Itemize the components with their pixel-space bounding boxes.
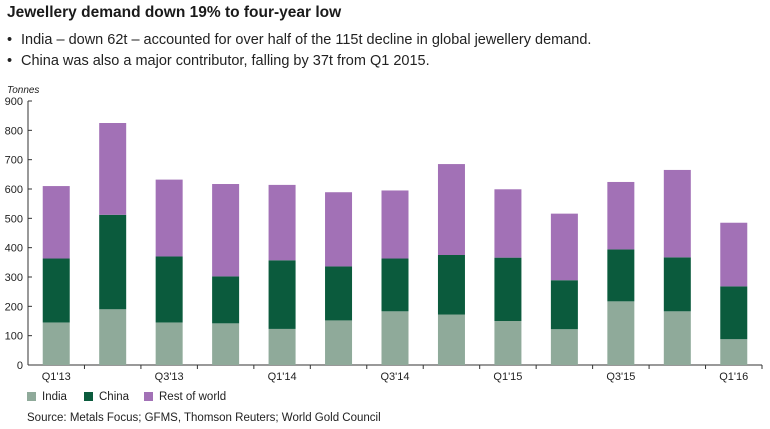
y-tick-label: 900 xyxy=(5,96,23,108)
bullet-marker: • xyxy=(7,53,13,69)
chart-title: Jewellery demand down 19% to four-year l… xyxy=(7,4,342,21)
y-tick-label: 500 xyxy=(5,213,23,225)
bar-segment-india xyxy=(212,323,240,365)
bar-segment-india xyxy=(663,311,691,365)
bar-segment-india xyxy=(437,314,465,365)
bar-segment-india xyxy=(494,321,522,365)
bullet-marker: • xyxy=(7,32,13,48)
legend-china: China xyxy=(84,391,129,403)
legend-label: India xyxy=(42,391,67,403)
bar-segment-india xyxy=(607,301,635,365)
legend-label: Rest of world xyxy=(159,391,227,403)
bullet-text: China was also a major contributor, fall… xyxy=(21,53,430,69)
bar-segment-china xyxy=(550,280,578,330)
bar-segment-india xyxy=(325,320,353,365)
bar-segment-india xyxy=(42,322,70,365)
bar-segment-rest-of-world xyxy=(381,190,409,259)
bar-segment-rest-of-world xyxy=(550,213,578,281)
bar-segment-china xyxy=(663,257,691,312)
bar-segment-china xyxy=(607,249,635,302)
legend-india: India xyxy=(27,391,67,403)
y-tick-label: 200 xyxy=(5,301,23,313)
bar-segment-china xyxy=(42,258,70,323)
bar-segment-rest-of-world xyxy=(42,186,70,259)
bar-segment-china xyxy=(155,256,183,323)
bar-segment-india xyxy=(720,339,748,365)
bar-segment-rest-of-world xyxy=(99,123,127,215)
x-tick-label: Q3'13 xyxy=(155,371,184,383)
bar-segment-rest-of-world xyxy=(325,192,353,267)
y-tick-label: 0 xyxy=(17,360,23,372)
bar-segment-india xyxy=(381,311,409,365)
bar-segment-rest-of-world xyxy=(663,169,691,258)
x-tick-label: Q1'16 xyxy=(719,371,748,383)
bar-segment-rest-of-world xyxy=(720,222,748,287)
bar-segment-china xyxy=(720,286,748,340)
bar-segment-india xyxy=(550,329,578,365)
bar-segment-china xyxy=(437,255,465,315)
bar-segment-china xyxy=(212,276,240,324)
x-tick-label: Q1'15 xyxy=(493,371,522,383)
bar-segment-china xyxy=(99,214,127,310)
legend-swatch-india xyxy=(27,392,36,401)
y-tick-label: 700 xyxy=(5,155,23,167)
bar-segment-rest-of-world xyxy=(155,179,183,257)
y-tick-label: 800 xyxy=(5,125,23,137)
bar-segment-india xyxy=(155,322,183,365)
y-tick-label: 400 xyxy=(5,243,23,255)
bar-segment-rest-of-world xyxy=(437,164,465,255)
x-tick-label: Q1'14 xyxy=(268,371,297,383)
bullet-point: • China was also a major contributor, fal… xyxy=(7,53,430,69)
legend-swatch-china xyxy=(84,392,93,401)
bar-segment-china xyxy=(325,266,353,321)
bar-segment-rest-of-world xyxy=(212,184,240,277)
bar-segment-china xyxy=(494,257,522,321)
bar-segment-rest-of-world xyxy=(268,184,296,261)
legend-swatch-rest-of-world xyxy=(144,392,153,401)
y-tick-label: 100 xyxy=(5,331,23,343)
x-tick-label: Q3'15 xyxy=(606,371,635,383)
bar-segment-rest-of-world xyxy=(494,189,522,258)
bar-segment-china xyxy=(381,258,409,312)
x-tick-label: Q3'14 xyxy=(380,371,409,383)
y-axis-label: Tonnes xyxy=(7,85,39,96)
bar-segment-india xyxy=(99,309,127,365)
bar-segment-india xyxy=(268,328,296,365)
bar-segment-china xyxy=(268,260,296,329)
bullet-text: India – down 62t – accounted for over ha… xyxy=(21,32,592,48)
legend-rest-of-world: Rest of world xyxy=(144,391,226,403)
legend-label: China xyxy=(99,391,130,403)
bar-segment-rest-of-world xyxy=(607,181,635,250)
source-note: Source: Metals Focus; GFMS, Thomson Reut… xyxy=(27,412,381,424)
y-tick-label: 600 xyxy=(5,184,23,196)
bullet-point: • India – down 62t – accounted for over h… xyxy=(7,32,591,48)
x-tick-label: Q1'13 xyxy=(42,371,71,383)
y-tick-label: 300 xyxy=(5,272,23,284)
